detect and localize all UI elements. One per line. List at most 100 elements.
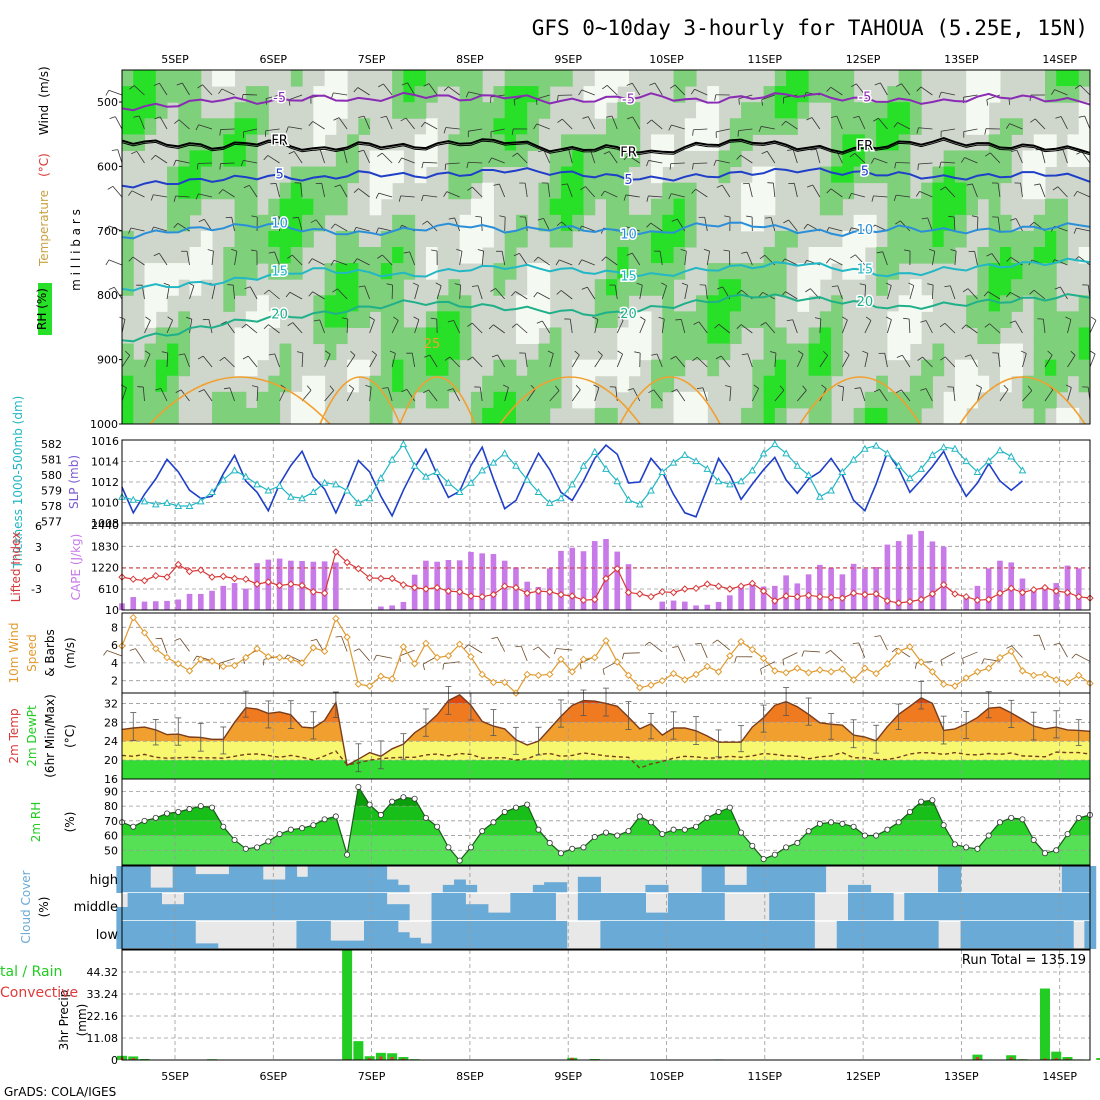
wind-barb: [585, 186, 596, 198]
lifted-index-point: [647, 592, 655, 601]
wind-barb: [427, 220, 438, 232]
rh-cell: [921, 214, 933, 232]
wind-barb-flag: [512, 152, 518, 157]
rh-point: [400, 794, 407, 801]
rh-cell: [988, 263, 1001, 280]
rh-cell: [538, 86, 551, 103]
rh-unit-label: (%): [63, 812, 77, 833]
rh-cell: [887, 407, 900, 425]
rh-cell: [662, 311, 675, 328]
wind-barb-flag: [308, 258, 313, 264]
wind-barb: [989, 323, 1001, 334]
rh-cell: [1011, 343, 1023, 361]
wind-barb: [381, 152, 393, 164]
cloud-cell: [712, 921, 725, 949]
wind-speed-point: [410, 660, 419, 668]
rh-cell: [662, 198, 675, 216]
wind-barb: [705, 285, 708, 300]
rh-cell: [684, 118, 697, 135]
rh-cell: [988, 214, 1001, 232]
day-label-bottom: 9SEP: [554, 1070, 582, 1083]
wind-barb-flag: [424, 354, 430, 358]
wind-barb-flag: [243, 184, 250, 189]
surface-wind-barb: [135, 648, 145, 663]
temp-unit-label: (°C): [63, 724, 77, 748]
rh-cell: [493, 86, 506, 103]
wind-barb-flag: [111, 149, 118, 151]
rh-cell: [448, 359, 461, 377]
wind-barb: [454, 217, 461, 232]
wind-barb: [676, 389, 686, 402]
contour-label: 25: [424, 337, 441, 352]
rh-cell: [167, 263, 179, 280]
rh-cell: [819, 327, 832, 345]
rh-cell: [257, 343, 269, 361]
wind-barb: [562, 118, 573, 130]
lifted-index-point: [489, 590, 498, 599]
cloud-cell: [161, 921, 174, 949]
rh-cell: [234, 182, 247, 200]
rh-cell: [189, 102, 202, 119]
cloud-cell: [701, 921, 714, 949]
rh-point: [839, 820, 846, 827]
rh-cell: [1056, 70, 1068, 87]
wind-barb: [175, 159, 190, 164]
rh-cell: [335, 327, 348, 345]
wind-barb-flag: [285, 292, 291, 298]
rh-cell: [842, 118, 855, 135]
rh-cell: [954, 166, 967, 184]
rh-cell: [763, 198, 776, 216]
rh-cell: [234, 359, 247, 377]
rh-cell: [178, 118, 191, 135]
rh-cell: [189, 166, 202, 184]
rh-cell: [651, 247, 663, 264]
wind-barb: [587, 286, 596, 300]
wind-barb-flag: [251, 215, 258, 218]
thickness-point: [230, 466, 239, 474]
rh-cell: [617, 70, 630, 87]
rh-cell: [617, 182, 630, 200]
contour-label: -5: [273, 91, 286, 106]
cloud-row-high: [116, 866, 1097, 893]
wind-barb-flag: [806, 184, 813, 188]
rh-cell: [1067, 343, 1080, 361]
rh-cell: [1056, 230, 1068, 248]
lifted-index-point: [1063, 588, 1072, 597]
surface-wind-barb-flag: [491, 636, 498, 639]
rh-cell: [178, 134, 191, 151]
wind-barb: [706, 251, 710, 266]
contour-label: FR: [857, 139, 874, 154]
wind-barb: [1089, 353, 1096, 368]
wind-barb-flag: [511, 291, 516, 297]
rh-point: [850, 823, 857, 830]
wind-barb-flag: [555, 385, 560, 391]
wind-barb: [289, 291, 303, 300]
wind-speed-point: [354, 680, 363, 688]
rh-cell: [245, 359, 258, 377]
wind-barb: [138, 115, 145, 130]
wind-barb: [761, 94, 775, 101]
rh-cell: [122, 102, 134, 119]
lifted-index-point: [827, 593, 835, 602]
cape-bar: [715, 601, 722, 610]
cloud-cell: [769, 893, 782, 921]
rh-cell: [774, 102, 787, 119]
rh-point: [434, 823, 441, 830]
cloud-cell: [656, 921, 669, 949]
rh-cell: [1044, 295, 1057, 312]
wind-barb-flag: [173, 195, 176, 202]
rh-cell: [335, 295, 348, 312]
wind-barb: [873, 195, 888, 198]
cloud-cell: [780, 921, 793, 949]
wind-barb-flag: [287, 322, 293, 327]
rh-cell: [223, 118, 236, 135]
rh-cell: [515, 295, 528, 312]
rh-cell: [594, 279, 607, 296]
rh-cell: [786, 70, 798, 87]
rh-cell: [380, 343, 393, 361]
wind-barb-flag: [197, 355, 204, 360]
thickness-point: [894, 461, 903, 469]
wind-barb-flag: [273, 215, 280, 218]
rh-cell: [369, 263, 382, 280]
rh-cell: [673, 247, 686, 264]
